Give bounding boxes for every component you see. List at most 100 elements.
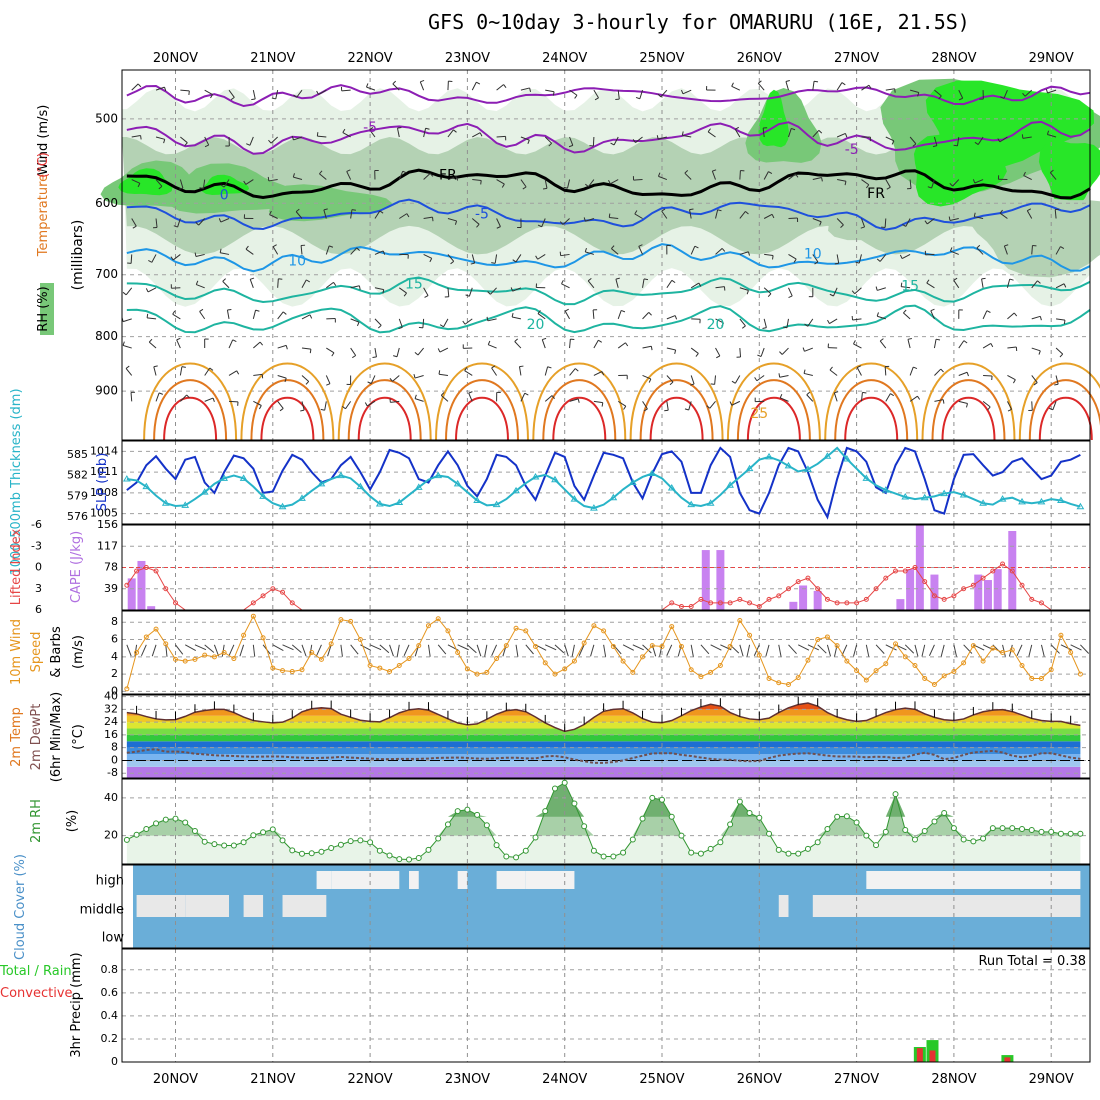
wind-barb-flag bbox=[243, 180, 247, 185]
wind-barb bbox=[682, 134, 692, 138]
wind-barb-flag bbox=[1038, 350, 1041, 355]
wind-barb-flag bbox=[382, 250, 386, 255]
wind-barb bbox=[780, 397, 789, 402]
wind-barb-flag bbox=[574, 368, 579, 372]
wind-barb bbox=[275, 90, 279, 100]
wind-barb bbox=[396, 128, 400, 138]
wind-barb bbox=[904, 644, 915, 654]
wind-barb-flag bbox=[814, 261, 819, 265]
wind-barb-flag bbox=[608, 213, 611, 218]
wind-marker bbox=[873, 668, 879, 674]
cape-bar bbox=[993, 569, 1002, 610]
wind-barb bbox=[325, 375, 331, 384]
wind-barb bbox=[1028, 644, 1033, 657]
wind-barb-flag bbox=[258, 405, 262, 410]
wind-barb bbox=[525, 644, 534, 655]
thickness-marker bbox=[220, 474, 229, 481]
wind-barb bbox=[739, 644, 744, 657]
wind-barb bbox=[666, 375, 674, 383]
thickness-marker bbox=[453, 479, 462, 487]
rh2m-marker bbox=[1057, 830, 1064, 837]
wind-barb-flag bbox=[1060, 246, 1065, 250]
wind-barb-flag bbox=[295, 208, 300, 213]
wind-barb bbox=[155, 136, 165, 140]
wind-marker bbox=[231, 656, 237, 662]
wind-barb bbox=[131, 83, 139, 91]
wind-barb bbox=[861, 84, 870, 91]
date-label-top: 24NOV bbox=[542, 51, 587, 66]
ylabel-wind-barbs: & Barbs bbox=[49, 626, 64, 678]
wind-barb-flag bbox=[250, 277, 255, 280]
wind-barb-flag bbox=[1009, 278, 1014, 281]
y-tick-label: 500 bbox=[95, 111, 118, 125]
ylabel-total-rain: Total / Rain bbox=[0, 964, 72, 979]
wind-barb-flag bbox=[227, 308, 232, 311]
wind-barb-flag bbox=[899, 254, 903, 259]
rh2m-marker bbox=[503, 853, 510, 860]
cape-bar bbox=[915, 525, 924, 610]
wind-barb bbox=[374, 318, 382, 326]
wind-barb bbox=[720, 644, 732, 651]
wind-barb-flag bbox=[1004, 244, 1009, 247]
wind-barb bbox=[180, 136, 188, 144]
wind-marker bbox=[513, 625, 519, 631]
wind-barb bbox=[398, 318, 403, 328]
wind-barb bbox=[739, 318, 746, 327]
rh2m-marker bbox=[921, 827, 928, 834]
wind-barb bbox=[739, 211, 746, 219]
y-tick-label: 600 bbox=[95, 196, 118, 210]
wind-barb-flag bbox=[379, 210, 384, 214]
wind-barb bbox=[569, 398, 579, 402]
rh2m-marker bbox=[396, 856, 403, 863]
wind-barb bbox=[213, 644, 220, 657]
wind-marker bbox=[1068, 650, 1074, 655]
surface-isotherm-loop bbox=[844, 397, 899, 441]
wind-marker bbox=[250, 613, 256, 619]
wind-marker bbox=[571, 658, 577, 664]
wind-barb bbox=[571, 644, 575, 657]
wind-barb bbox=[204, 89, 213, 95]
wind-barb-flag bbox=[949, 247, 953, 252]
wind-barb bbox=[588, 179, 595, 187]
wind-barb bbox=[490, 287, 497, 295]
wind-barb-flag bbox=[681, 131, 684, 136]
slp-tick-label: 1014 bbox=[90, 444, 118, 457]
wind-barb bbox=[1052, 401, 1057, 410]
rh2m-marker bbox=[182, 819, 189, 826]
wind-barb bbox=[195, 253, 205, 257]
wind-barb-flag bbox=[601, 371, 605, 376]
wind-barb-flag bbox=[656, 135, 659, 140]
precip-tick-label: 0.6 bbox=[101, 986, 119, 999]
rh2m-marker bbox=[970, 838, 977, 845]
wind-barb bbox=[204, 136, 210, 146]
wind-barb-flag bbox=[501, 183, 505, 188]
lifted-marker bbox=[795, 579, 801, 585]
wind-barb-flag bbox=[1050, 169, 1054, 174]
wind-barb-flag bbox=[512, 259, 517, 263]
wind-tick-label: 2 bbox=[111, 667, 118, 680]
wind-barb bbox=[690, 375, 695, 385]
wind-barb bbox=[689, 209, 692, 219]
wind-barb-flag bbox=[1007, 408, 1012, 412]
wind-marker bbox=[153, 626, 159, 632]
rh2m-marker bbox=[736, 798, 743, 805]
rh2m-marker bbox=[581, 823, 588, 830]
wind-barb bbox=[204, 397, 214, 402]
wind-barb bbox=[467, 644, 477, 654]
wind-barb-flag bbox=[519, 365, 524, 368]
wind-barb bbox=[301, 644, 307, 657]
thickness-marker bbox=[298, 494, 306, 501]
wind-marker bbox=[494, 656, 500, 662]
thickness-marker bbox=[881, 486, 890, 493]
wind-barb bbox=[1055, 318, 1066, 321]
rh2m-tick-label: 20 bbox=[104, 829, 118, 842]
thickness-marker bbox=[278, 502, 287, 510]
cape-tick-label: 117 bbox=[97, 539, 118, 552]
rh2m-marker bbox=[133, 831, 140, 838]
wind-barb-flag bbox=[382, 289, 385, 294]
wind-barb bbox=[875, 644, 885, 654]
wind-barb bbox=[427, 644, 431, 657]
wind-barb-flag bbox=[841, 82, 846, 86]
rh2m-marker bbox=[902, 827, 909, 833]
